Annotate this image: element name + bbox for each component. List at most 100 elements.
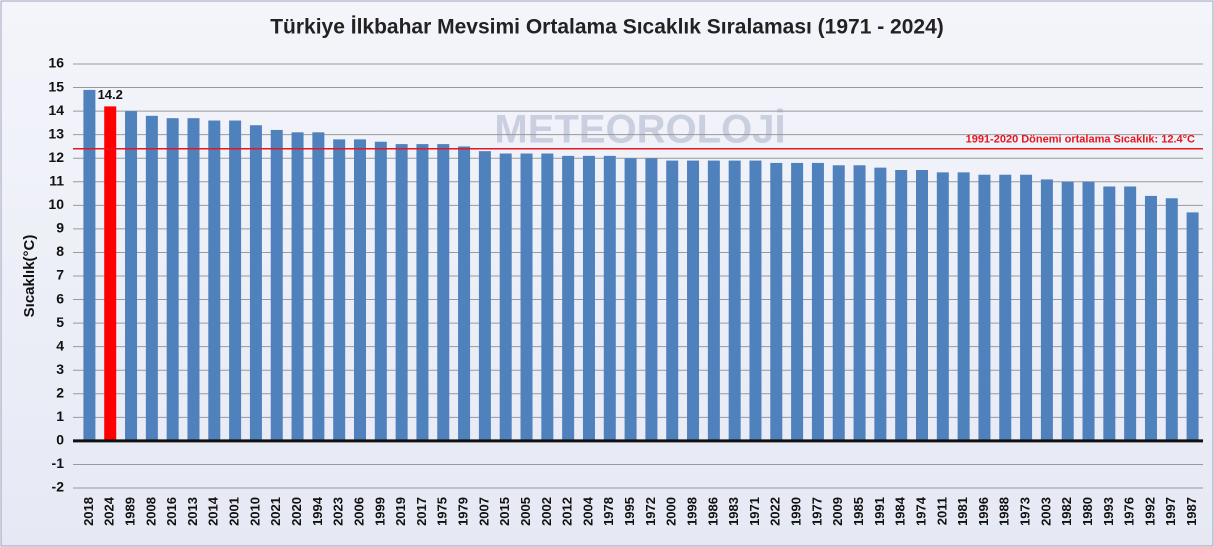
x-tick-label: 1977 (809, 497, 824, 526)
bar (1040, 179, 1053, 441)
bar (499, 153, 512, 441)
x-tick-label: 2015 (497, 497, 512, 526)
bar (291, 132, 304, 441)
x-tick-label: 2009 (830, 497, 845, 526)
x-tick-label: 2013 (185, 497, 200, 526)
x-tick-label: 1994 (310, 496, 325, 526)
bar (541, 153, 554, 441)
x-tick-label: 2004 (580, 496, 595, 526)
bar (707, 160, 720, 441)
bar (208, 120, 221, 441)
y-tick-label: 10 (48, 196, 64, 212)
x-tick-label: 2011 (934, 497, 949, 525)
bar (166, 118, 179, 441)
bar (1020, 174, 1033, 441)
x-tick-label: 1976 (1122, 497, 1137, 526)
y-tick-label: 16 (48, 55, 64, 71)
bar (125, 111, 138, 441)
x-tick-label: 2024 (102, 496, 117, 526)
x-tick-label: 2020 (289, 497, 304, 526)
x-tick-label: 1999 (372, 497, 387, 526)
bar (478, 151, 491, 441)
y-tick-label: 4 (56, 337, 64, 353)
x-tick-label: 1983 (726, 497, 741, 526)
bar (437, 144, 450, 441)
y-tick-label: 12 (48, 149, 64, 165)
x-tick-label: 2005 (518, 497, 533, 526)
bar (895, 170, 908, 441)
x-tick-label: 1993 (1101, 497, 1116, 526)
bar (957, 172, 970, 441)
x-tick-label: 1974 (913, 496, 928, 526)
y-tick-label: 1 (56, 408, 64, 424)
x-tick-label: 1998 (684, 497, 699, 526)
y-tick-label: 11 (49, 172, 64, 188)
x-tick-label: 2022 (768, 497, 783, 526)
x-tick-label: 2007 (476, 497, 491, 526)
bar (603, 155, 616, 441)
x-tick-label: 1982 (1059, 497, 1074, 526)
bar (666, 160, 679, 441)
bar (853, 165, 866, 441)
x-tick-label: 1972 (643, 497, 658, 526)
x-tick-label: 1984 (893, 496, 908, 526)
x-tick-label: 2003 (1038, 497, 1053, 526)
bar (999, 174, 1012, 441)
bar (395, 144, 408, 441)
y-tick-label: 9 (56, 220, 64, 236)
y-tick-label: 3 (56, 361, 64, 377)
bar (978, 174, 991, 441)
bar (687, 160, 700, 441)
bar (624, 158, 637, 441)
y-tick-label: -2 (52, 479, 65, 495)
bar (187, 118, 200, 441)
x-tick-label: 2010 (247, 497, 262, 526)
x-tick-label: 1971 (747, 497, 762, 526)
bar (1082, 181, 1095, 441)
bar (104, 106, 117, 441)
reference-label: 1991-2020 Dönemi ortalama Sıcaklık: 12.4… (966, 134, 1195, 146)
x-tick-label: 2008 (143, 497, 158, 526)
x-tick-label: 2001 (227, 497, 242, 526)
x-tick-label: 1979 (456, 497, 471, 526)
bar (562, 155, 575, 441)
bar (83, 89, 96, 441)
y-tick-label: 5 (56, 314, 64, 330)
bar (1124, 186, 1137, 441)
x-tick-label: 1991 (872, 497, 887, 526)
bar (333, 139, 346, 441)
bar (249, 125, 262, 441)
bar (416, 144, 429, 441)
bar (1144, 195, 1157, 441)
y-tick-label: 13 (48, 125, 64, 141)
x-tick-label: 2019 (393, 497, 408, 526)
bar (749, 160, 762, 441)
bar (936, 172, 949, 441)
bar (374, 141, 387, 441)
bar (312, 132, 325, 441)
y-tick-label: 2 (56, 384, 64, 400)
bar (229, 120, 242, 441)
x-tick-label: 2016 (164, 497, 179, 526)
x-tick-label: 2023 (331, 497, 346, 526)
y-tick-label: 7 (56, 267, 64, 283)
bar (1165, 198, 1178, 441)
bar (582, 155, 595, 441)
watermark: METEOROLOJİ (494, 108, 785, 152)
x-tick-label: 1985 (851, 497, 866, 526)
y-tick-label: 0 (56, 432, 64, 448)
x-tick-label: 1986 (705, 497, 720, 526)
x-tick-label: 2002 (539, 497, 554, 526)
bar (832, 165, 845, 441)
x-tick-label: 2021 (268, 497, 283, 526)
x-tick-label: 2012 (560, 497, 575, 526)
x-tick-label: 1997 (1163, 497, 1178, 526)
value-label: 14.2 (98, 87, 123, 102)
x-tick-label: 1987 (1184, 497, 1199, 526)
x-tick-label: 1992 (1142, 497, 1157, 526)
x-tick-label: 1978 (601, 497, 616, 526)
x-tick-label: 1989 (122, 497, 137, 526)
bar (458, 146, 471, 441)
bar (811, 162, 824, 441)
